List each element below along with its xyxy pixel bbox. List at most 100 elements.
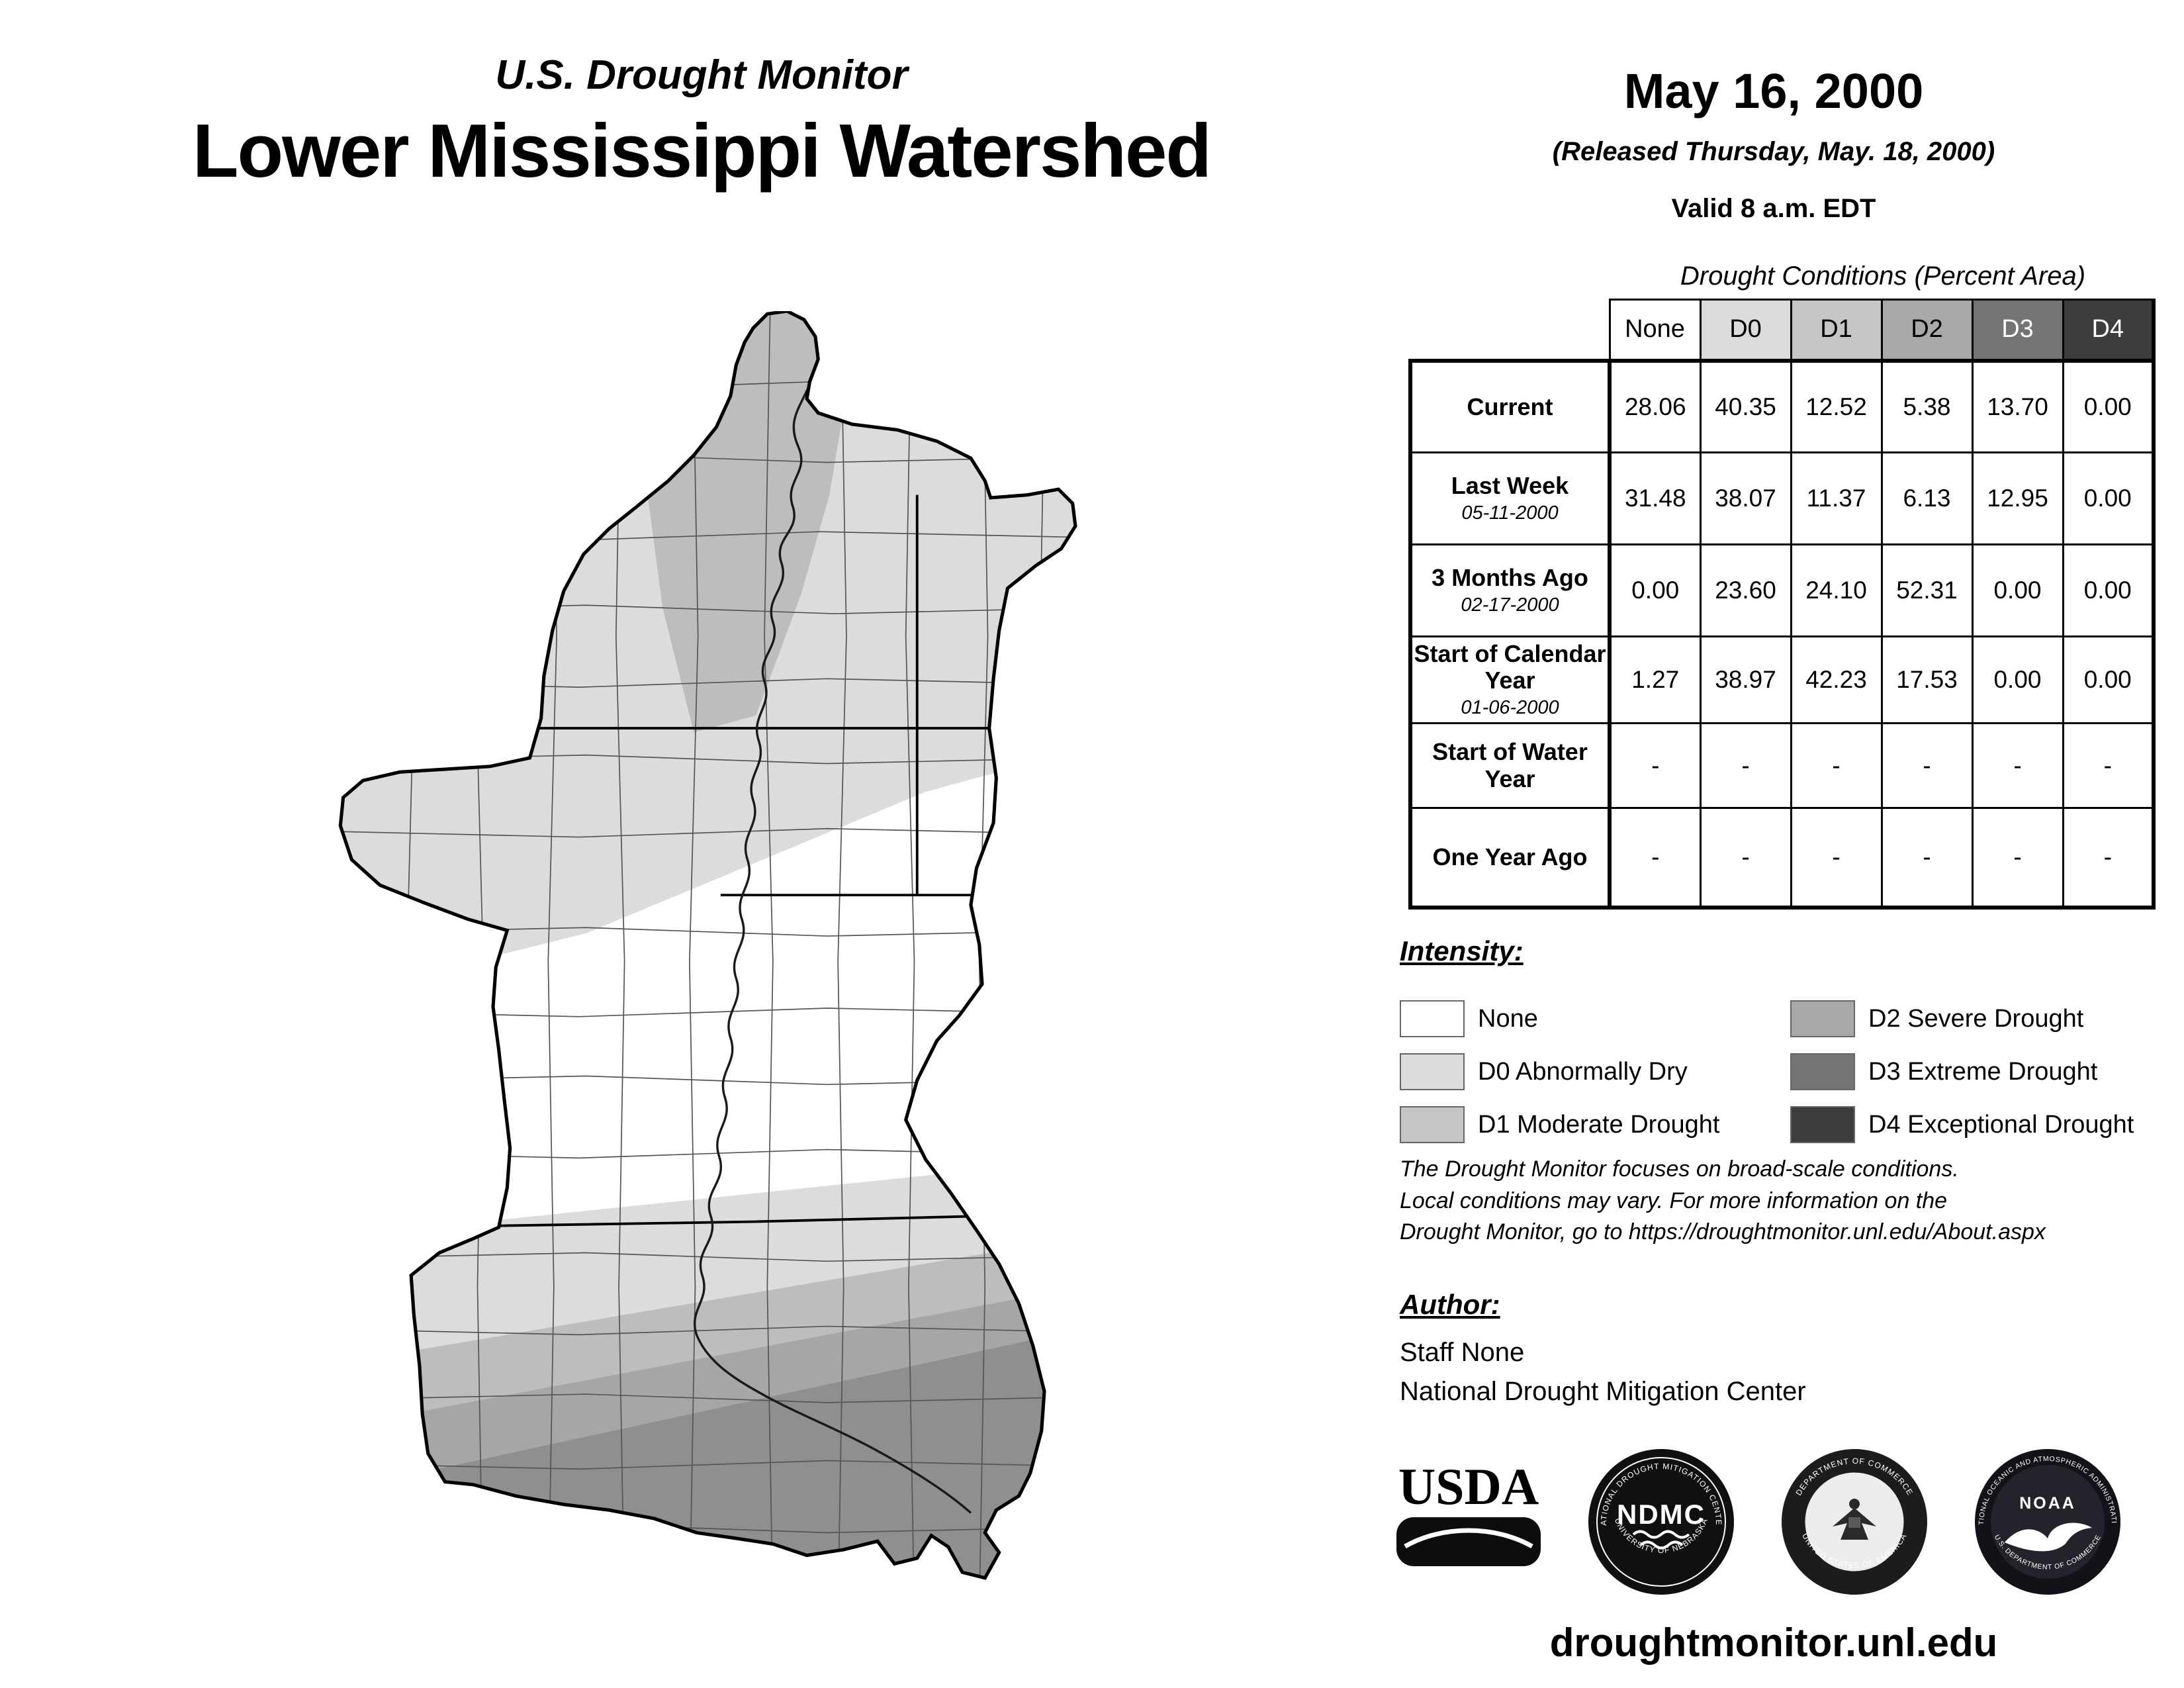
info-panel: May 16, 2000 (Released Thursday, May. 18… — [1387, 63, 2161, 1688]
value-cell: - — [1608, 807, 1702, 910]
watershed-outline — [338, 311, 1077, 1580]
table-row-last-week: Last Week 05-11-2000 31.48 38.07 11.37 6… — [1408, 451, 2156, 545]
row-label: One Year Ago — [1408, 807, 1612, 910]
disclaimer-line: Local conditions may vary. For more info… — [1400, 1188, 1948, 1213]
legend-swatch-none — [1400, 1000, 1465, 1037]
legend-item-d4: D4 Exceptional Drought — [1790, 1098, 2161, 1151]
released-date: (Released Thursday, May. 18, 2000) — [1552, 137, 1995, 166]
intensity-legend: Intensity: None D0 Abnormally Dry D1 Mod… — [1400, 935, 2161, 1151]
row-label-text: One Year Ago — [1432, 843, 1588, 870]
report-header: U.S. Drought Monitor Lower Mississippi W… — [40, 52, 1363, 195]
intensity-title: Intensity: — [1400, 935, 1524, 966]
map-d2-south-band — [340, 1286, 1075, 1492]
watershed-map — [338, 311, 1077, 1580]
value-cell: - — [1699, 722, 1792, 809]
disclaimer-line: The Drought Monitor focuses on broad-sca… — [1400, 1156, 1959, 1182]
value-cell: 38.07 — [1699, 451, 1792, 545]
col-header-d2: D2 — [1880, 299, 1974, 361]
value-cell: 24.10 — [1790, 543, 1883, 637]
row-label-text: Start of Water Year — [1432, 738, 1588, 792]
col-header-d4: D4 — [2062, 299, 2156, 361]
svg-text:NDMC: NDMC — [1617, 1499, 1706, 1530]
value-cell: 40.35 — [1699, 358, 1792, 453]
gull-shape — [2005, 1523, 2092, 1552]
row-label-date: 01-06-2000 — [1461, 697, 1559, 719]
value-cell: 0.00 — [2062, 451, 2156, 545]
legend-item-d1: D1 Moderate Drought — [1400, 1098, 1790, 1151]
value-cell: 17.53 — [1880, 635, 1974, 724]
value-cell: - — [1608, 722, 1702, 809]
legend-label: D4 Exceptional Drought — [1868, 1110, 2134, 1139]
value-cell: - — [2062, 722, 2156, 809]
row-label: Current — [1408, 358, 1612, 453]
value-cell: 1.27 — [1608, 635, 1702, 724]
value-cell: 6.13 — [1880, 451, 1974, 545]
svg-text:USDA: USDA — [1398, 1462, 1539, 1515]
commerce-seal: DEPARTMENT OF COMMERCE UNITED STATES OF … — [1782, 1449, 1927, 1595]
legend-swatch-d2 — [1790, 1000, 1855, 1037]
value-cell: 38.97 — [1699, 635, 1792, 724]
valid-time: Valid 8 a.m. EDT — [1671, 194, 1876, 223]
table-title: Drought Conditions (Percent Area) — [1680, 261, 2086, 291]
ndmc-waves — [1632, 1530, 1690, 1539]
legend-grid: None D0 Abnormally Dry D1 Moderate Droug… — [1400, 992, 2161, 1151]
map-date: May 16, 2000 — [1623, 64, 1924, 118]
value-cell: 0.00 — [2062, 358, 2156, 453]
region-title: Lower Mississippi Watershed — [192, 109, 1212, 193]
value-cell: 0.00 — [2062, 543, 2156, 637]
legend-label: D2 Severe Drought — [1868, 1004, 2084, 1033]
table-header-row: None D0 D1 D2 D3 D4 — [1410, 299, 2156, 361]
logo-row: USDA NATIONAL DROUGHT MITIGATION CENTER … — [1387, 1443, 2161, 1607]
row-label-date: 05-11-2000 — [1461, 502, 1559, 524]
row-label-text: Current — [1467, 393, 1553, 420]
value-cell: 0.00 — [1608, 543, 1702, 637]
ndmc-logo: NATIONAL DROUGHT MITIGATION CENTER UNIVE… — [1585, 1446, 1734, 1595]
state-lines — [402, 494, 999, 1229]
row-label: 3 Months Ago 02-17-2000 — [1408, 543, 1612, 637]
eagle-emblem — [1833, 1499, 1876, 1540]
mississippi-river — [693, 384, 972, 1514]
value-cell: - — [1880, 722, 1974, 809]
row-label-text: Start of Calendar Year — [1414, 639, 1606, 694]
legend-swatch-d1 — [1400, 1106, 1465, 1143]
legend-label: D3 Extreme Drought — [1868, 1057, 2098, 1086]
table-row-start-water-year: Start of Water Year - - - - - - — [1408, 722, 2156, 809]
author-title: Author: — [1400, 1289, 1500, 1320]
legend-swatch-d3 — [1790, 1053, 1855, 1090]
value-cell: - — [1971, 807, 2064, 910]
value-cell: 52.31 — [1880, 543, 1974, 637]
table-row-3-months-ago: 3 Months Ago 02-17-2000 0.00 23.60 24.10… — [1408, 543, 2156, 637]
svg-text:NOAA: NOAA — [2019, 1494, 2076, 1513]
legend-item-d0: D0 Abnormally Dry — [1400, 1045, 1790, 1098]
col-header-d1: D1 — [1790, 299, 1883, 361]
value-cell: 13.70 — [1971, 358, 2064, 453]
usda-logo: USDA — [1396, 1462, 1541, 1566]
value-cell: 31.48 — [1608, 451, 1702, 545]
row-label-text: Last Week — [1451, 471, 1569, 499]
table-row-one-year-ago: One Year Ago - - - - - - — [1408, 807, 2156, 910]
legend-item-d3: D3 Extreme Drought — [1790, 1045, 2161, 1098]
noaa-logo: NATIONAL OCEANIC AND ATMOSPHERIC ADMINIS… — [1972, 1446, 2120, 1595]
disclaimer-text: The Drought Monitor focuses on broad-sca… — [1400, 1154, 2161, 1248]
map-d1-south-band — [340, 1237, 1075, 1429]
value-cell: 12.52 — [1790, 358, 1883, 453]
table-corner-cell — [1410, 299, 1610, 361]
legend-swatch-d4 — [1790, 1106, 1855, 1143]
legend-item-d2: D2 Severe Drought — [1790, 992, 2161, 1045]
value-cell: 11.37 — [1790, 451, 1883, 545]
row-label: Last Week 05-11-2000 — [1408, 451, 1612, 545]
ndmc-waves — [1639, 1540, 1684, 1550]
legend-label: None — [1478, 1004, 1538, 1033]
value-cell: 42.23 — [1790, 635, 1883, 724]
monitor-title: U.S. Drought Monitor — [495, 52, 908, 98]
disclaimer-line: Drought Monitor, go to https://droughtmo… — [1400, 1219, 2046, 1245]
legend-swatch-d0 — [1400, 1053, 1465, 1090]
col-header-none: None — [1608, 299, 1702, 361]
value-cell: 28.06 — [1608, 358, 1702, 453]
table-row-start-calendar-year: Start of Calendar Year 01-06-2000 1.27 3… — [1408, 635, 2156, 724]
table-row-current: Current 28.06 40.35 12.52 5.38 13.70 0.0… — [1408, 358, 2156, 453]
value-cell: - — [1790, 807, 1883, 910]
value-cell: - — [1880, 807, 1974, 910]
legend-label: D0 Abnormally Dry — [1478, 1057, 1688, 1086]
